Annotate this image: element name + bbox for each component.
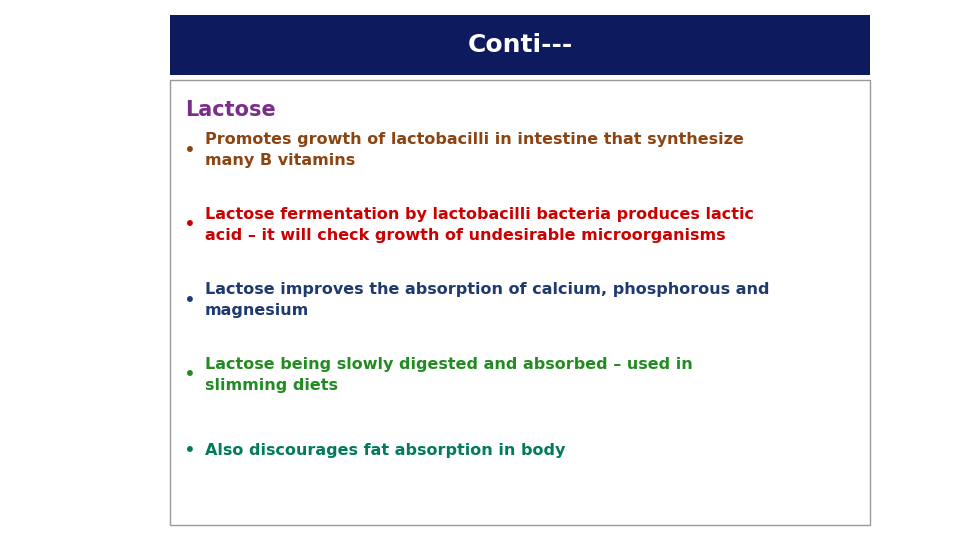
Text: •: • xyxy=(184,366,196,384)
Text: Promotes growth of lactobacilli in intestine that synthesize
many B vitamins: Promotes growth of lactobacilli in intes… xyxy=(205,132,744,168)
Text: •: • xyxy=(184,441,196,460)
Text: Lactose fermentation by lactobacilli bacteria produces lactic
acid – it will che: Lactose fermentation by lactobacilli bac… xyxy=(205,207,754,242)
Text: •: • xyxy=(184,215,196,234)
Text: •: • xyxy=(184,140,196,159)
Text: Lactose: Lactose xyxy=(185,100,276,120)
Text: •: • xyxy=(184,291,196,309)
Text: Lactose being slowly digested and absorbed – used in
slimming diets: Lactose being slowly digested and absorb… xyxy=(205,357,693,393)
Text: Conti---: Conti--- xyxy=(468,33,572,57)
FancyBboxPatch shape xyxy=(170,15,870,75)
Text: Also discourages fat absorption in body: Also discourages fat absorption in body xyxy=(205,442,565,457)
Text: Lactose improves the absorption of calcium, phosphorous and
magnesium: Lactose improves the absorption of calci… xyxy=(205,282,770,318)
FancyBboxPatch shape xyxy=(170,80,870,525)
